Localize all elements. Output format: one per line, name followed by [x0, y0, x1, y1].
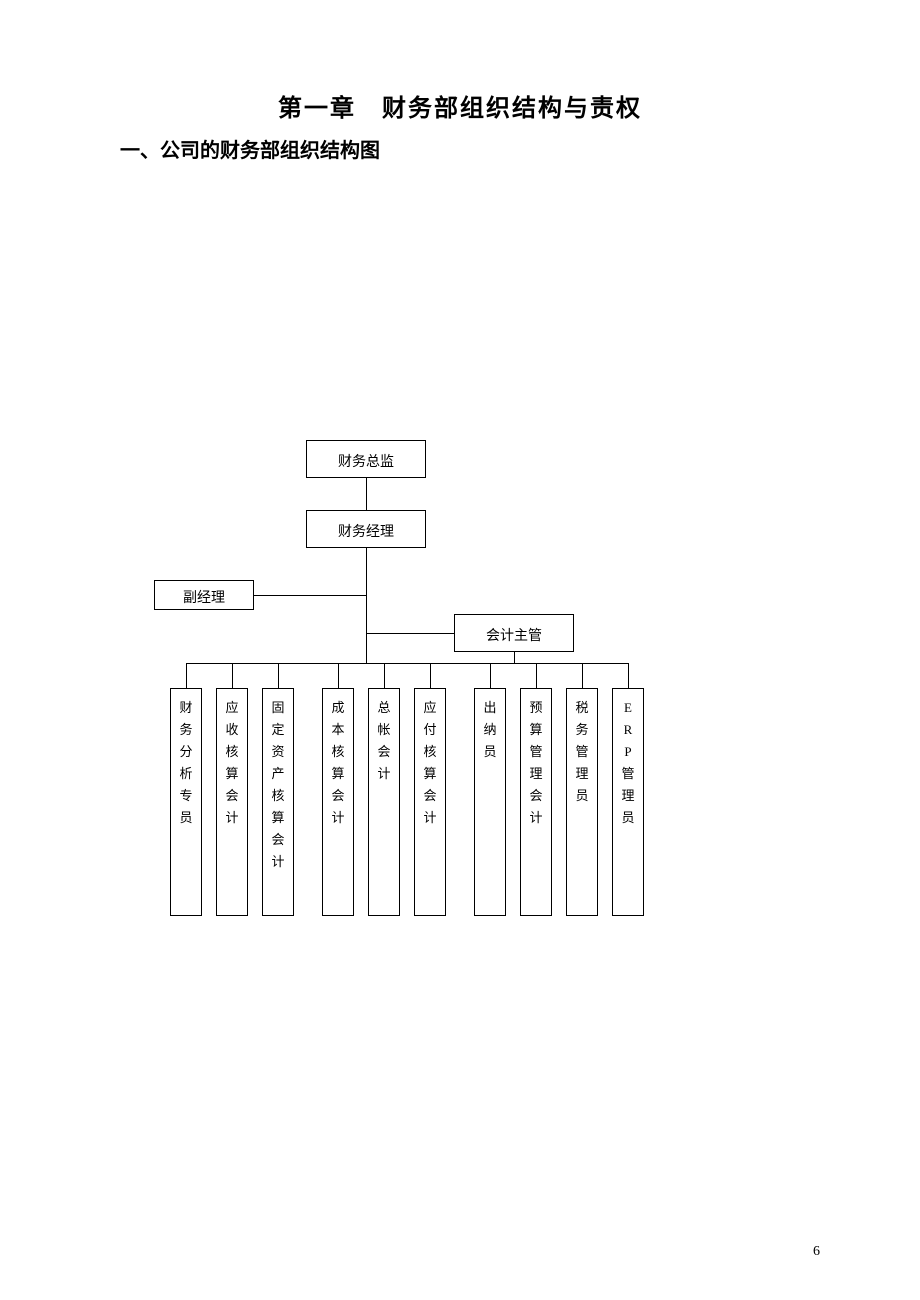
- org-leaf-char: 员: [475, 741, 505, 763]
- org-leaf-char: 定: [263, 719, 293, 741]
- org-leaf-char: 成: [323, 697, 353, 719]
- connector-line: [366, 478, 367, 510]
- org-leaf-char: 税: [567, 697, 597, 719]
- org-leaf-char: 管: [521, 741, 551, 763]
- org-leaf-char: 付: [415, 719, 445, 741]
- org-leaf-char: 计: [263, 851, 293, 873]
- org-leaf-char: 理: [567, 763, 597, 785]
- org-leaf-char: 管: [567, 741, 597, 763]
- org-node-deputy: 副经理: [154, 580, 254, 610]
- org-leaf-char: 出: [475, 697, 505, 719]
- connector-line: [366, 595, 367, 663]
- connector-line: [366, 548, 367, 595]
- page-number: 6: [813, 1244, 820, 1260]
- org-node-label: 副经理: [183, 587, 225, 607]
- connector-line: [186, 663, 628, 664]
- org-node-label: 财务经理: [338, 521, 394, 541]
- connector-line: [536, 663, 537, 688]
- org-leaf-char: 会: [521, 785, 551, 807]
- org-leaf-char: 析: [171, 763, 201, 785]
- org-leaf-char: 核: [263, 785, 293, 807]
- org-leaf-char: 员: [171, 807, 201, 829]
- org-leaf-char: 计: [323, 807, 353, 829]
- org-node-manager: 财务经理: [306, 510, 426, 548]
- org-leaf-char: 计: [369, 763, 399, 785]
- org-leaf-char: 算: [521, 719, 551, 741]
- org-node-label: 财务总监: [338, 451, 394, 471]
- connector-line: [430, 663, 431, 688]
- org-leaf-char: 管: [613, 763, 643, 785]
- org-leaf-char: R: [613, 719, 643, 741]
- section-heading: 一、公司的财务部组织结构图: [120, 134, 380, 163]
- org-leaf-char: 产: [263, 763, 293, 785]
- org-leaf-char: P: [613, 741, 643, 763]
- connector-line: [232, 663, 233, 688]
- org-leaf-char: 纳: [475, 719, 505, 741]
- connector-line: [514, 652, 515, 663]
- org-leaf-char: 会: [323, 785, 353, 807]
- org-leaf-node: 应收核算会计: [216, 688, 248, 916]
- org-leaf-node: 出纳员: [474, 688, 506, 916]
- page-title: 第一章 财务部组织结构与责权: [0, 88, 920, 123]
- org-leaf-char: 算: [217, 763, 247, 785]
- org-leaf-char: 算: [323, 763, 353, 785]
- org-node-supervisor: 会计主管: [454, 614, 574, 652]
- org-leaf-char: 计: [521, 807, 551, 829]
- org-leaf-node: 税务管理员: [566, 688, 598, 916]
- org-leaf-char: 算: [415, 763, 445, 785]
- connector-line: [490, 663, 491, 688]
- org-leaf-char: 算: [263, 807, 293, 829]
- org-leaf-char: 核: [323, 741, 353, 763]
- org-leaf-char: 会: [415, 785, 445, 807]
- org-leaf-char: 务: [171, 719, 201, 741]
- connector-line: [254, 595, 366, 596]
- org-leaf-char: 收: [217, 719, 247, 741]
- org-leaf-char: 应: [217, 697, 247, 719]
- org-leaf-char: 会: [217, 785, 247, 807]
- org-leaf-char: 理: [521, 763, 551, 785]
- org-leaf-char: 专: [171, 785, 201, 807]
- org-leaf-char: 会: [369, 741, 399, 763]
- org-leaf-char: 员: [613, 807, 643, 829]
- org-leaf-char: E: [613, 697, 643, 719]
- org-leaf-char: 预: [521, 697, 551, 719]
- org-leaf-node: ERP管理员: [612, 688, 644, 916]
- org-leaf-char: 固: [263, 697, 293, 719]
- org-leaf-char: 会: [263, 829, 293, 851]
- org-leaf-char: 核: [217, 741, 247, 763]
- org-leaf-char: 员: [567, 785, 597, 807]
- org-node-director: 财务总监: [306, 440, 426, 478]
- org-leaf-char: 分: [171, 741, 201, 763]
- org-leaf-node: 总帐会计: [368, 688, 400, 916]
- org-leaf-node: 固定资产核算会计: [262, 688, 294, 916]
- org-leaf-char: 核: [415, 741, 445, 763]
- connector-line: [582, 663, 583, 688]
- org-leaf-char: 应: [415, 697, 445, 719]
- connector-line: [366, 633, 454, 634]
- org-node-label: 会计主管: [486, 625, 542, 645]
- org-leaf-char: 资: [263, 741, 293, 763]
- org-leaf-node: 预算管理会计: [520, 688, 552, 916]
- org-leaf-char: 总: [369, 697, 399, 719]
- connector-line: [278, 663, 279, 688]
- connector-line: [186, 663, 187, 688]
- org-leaf-node: 成本核算会计: [322, 688, 354, 916]
- org-leaf-char: 计: [415, 807, 445, 829]
- connector-line: [628, 663, 629, 688]
- org-leaf-node: 应付核算会计: [414, 688, 446, 916]
- connector-line: [384, 663, 385, 688]
- org-leaf-node: 财务分析专员: [170, 688, 202, 916]
- org-leaf-char: 本: [323, 719, 353, 741]
- org-leaf-char: 计: [217, 807, 247, 829]
- connector-line: [338, 663, 339, 688]
- org-leaf-char: 财: [171, 697, 201, 719]
- org-leaf-char: 帐: [369, 719, 399, 741]
- org-leaf-char: 务: [567, 719, 597, 741]
- org-leaf-char: 理: [613, 785, 643, 807]
